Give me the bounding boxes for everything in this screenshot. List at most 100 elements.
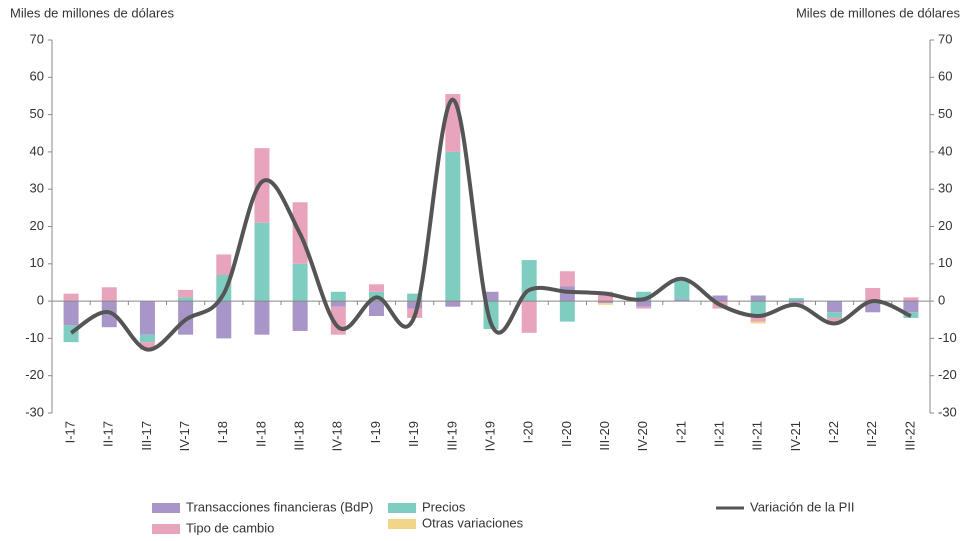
bar bbox=[788, 301, 804, 303]
legend-label: Transacciones financieras (BdP) bbox=[186, 499, 373, 514]
bar bbox=[330, 301, 346, 307]
bar bbox=[827, 317, 843, 324]
y2-tick-label: 0 bbox=[938, 293, 945, 308]
y2-axis-label: Miles de millones de dólares bbox=[796, 5, 961, 20]
y2-tick-label: 20 bbox=[938, 218, 952, 233]
legend-swatch bbox=[388, 503, 416, 513]
x-tick-label: III-20 bbox=[597, 421, 612, 451]
x-tick-label: III-22 bbox=[902, 421, 917, 451]
bar bbox=[483, 291, 499, 302]
y2-tick-label: -20 bbox=[938, 367, 957, 382]
bar bbox=[750, 301, 766, 317]
bar bbox=[903, 297, 919, 302]
bar bbox=[598, 302, 614, 305]
y-tick-label: 60 bbox=[30, 69, 44, 84]
x-tick-label: I-20 bbox=[521, 421, 536, 443]
bar bbox=[865, 288, 881, 302]
y-tick-label: 10 bbox=[30, 255, 44, 270]
bar bbox=[636, 306, 652, 309]
bar bbox=[216, 254, 232, 275]
bar bbox=[598, 301, 614, 303]
x-tick-label: IV-18 bbox=[330, 421, 345, 451]
x-tick-label: II-21 bbox=[711, 421, 726, 447]
bar bbox=[636, 291, 652, 302]
y2-tick-label: 30 bbox=[938, 181, 952, 196]
x-tick-label: IV-19 bbox=[482, 421, 497, 451]
bar bbox=[101, 287, 117, 302]
bar bbox=[178, 289, 194, 298]
x-tick-label: IV-17 bbox=[177, 421, 192, 451]
bar bbox=[254, 301, 270, 335]
y2-tick-label: -30 bbox=[938, 404, 957, 419]
bar bbox=[63, 301, 79, 326]
bar bbox=[445, 151, 461, 302]
bar bbox=[368, 284, 384, 292]
x-tick-label: II-19 bbox=[406, 421, 421, 447]
x-tick-label: III-18 bbox=[292, 421, 307, 451]
y-tick-label: 40 bbox=[30, 143, 44, 158]
x-tick-label: I-17 bbox=[63, 421, 78, 443]
bar bbox=[178, 297, 194, 302]
bar bbox=[368, 301, 384, 317]
legend-label: Variación de la PII bbox=[750, 499, 855, 514]
y2-tick-label: 10 bbox=[938, 255, 952, 270]
bar bbox=[827, 301, 843, 313]
bar bbox=[559, 271, 575, 287]
y2-tick-label: 50 bbox=[938, 106, 952, 121]
y-tick-label: -10 bbox=[25, 330, 44, 345]
y-tick-label: 70 bbox=[30, 31, 44, 46]
x-tick-label: II-22 bbox=[864, 421, 879, 447]
bar bbox=[407, 293, 423, 302]
bar bbox=[254, 222, 270, 302]
bar bbox=[674, 299, 690, 302]
y-tick-label: -30 bbox=[25, 404, 44, 419]
legend-label: Tipo de cambio bbox=[186, 520, 274, 535]
y2-tick-label: 40 bbox=[938, 143, 952, 158]
line bbox=[69, 97, 912, 352]
x-tick-label: I-18 bbox=[215, 421, 230, 443]
legend-label: Precios bbox=[422, 499, 466, 514]
bar bbox=[788, 298, 804, 302]
bar bbox=[521, 301, 537, 333]
x-tick-label: III-21 bbox=[750, 421, 765, 451]
y2-tick-label: 70 bbox=[938, 31, 952, 46]
bar bbox=[216, 301, 232, 339]
bar bbox=[407, 301, 423, 309]
legend-label: Otras variaciones bbox=[422, 515, 524, 530]
legend-swatch bbox=[152, 503, 180, 513]
bar bbox=[559, 301, 575, 322]
bar bbox=[330, 291, 346, 302]
bar bbox=[750, 316, 766, 322]
legend-swatch bbox=[152, 524, 180, 534]
bar bbox=[445, 301, 461, 307]
bar bbox=[139, 342, 155, 350]
bar bbox=[445, 94, 461, 152]
bar bbox=[63, 293, 79, 302]
bar bbox=[292, 301, 308, 331]
bar bbox=[636, 301, 652, 307]
y-tick-label: 20 bbox=[30, 218, 44, 233]
x-tick-label: III-17 bbox=[139, 421, 154, 451]
x-tick-label: I-19 bbox=[368, 421, 383, 443]
bar bbox=[254, 148, 270, 223]
y2-tick-label: 60 bbox=[938, 69, 952, 84]
x-tick-label: IV-21 bbox=[788, 421, 803, 451]
y-tick-label: 50 bbox=[30, 106, 44, 121]
bar bbox=[865, 301, 881, 313]
y-tick-label: 30 bbox=[30, 181, 44, 196]
x-tick-label: II-20 bbox=[559, 421, 574, 447]
x-tick-label: III-19 bbox=[444, 421, 459, 451]
bar bbox=[139, 334, 155, 343]
bar bbox=[750, 295, 766, 302]
x-tick-label: I-21 bbox=[673, 421, 688, 443]
x-tick-label: IV-20 bbox=[635, 421, 650, 451]
bar bbox=[139, 301, 155, 335]
x-tick-label: I-22 bbox=[826, 421, 841, 443]
y-tick-label: 0 bbox=[37, 293, 44, 308]
x-tick-label: II-18 bbox=[253, 421, 268, 447]
y-tick-label: -20 bbox=[25, 367, 44, 382]
bar bbox=[750, 321, 766, 324]
bar bbox=[712, 295, 728, 302]
legend-swatch bbox=[388, 519, 416, 529]
y-axis-label: Miles de millones de dólares bbox=[10, 5, 175, 20]
